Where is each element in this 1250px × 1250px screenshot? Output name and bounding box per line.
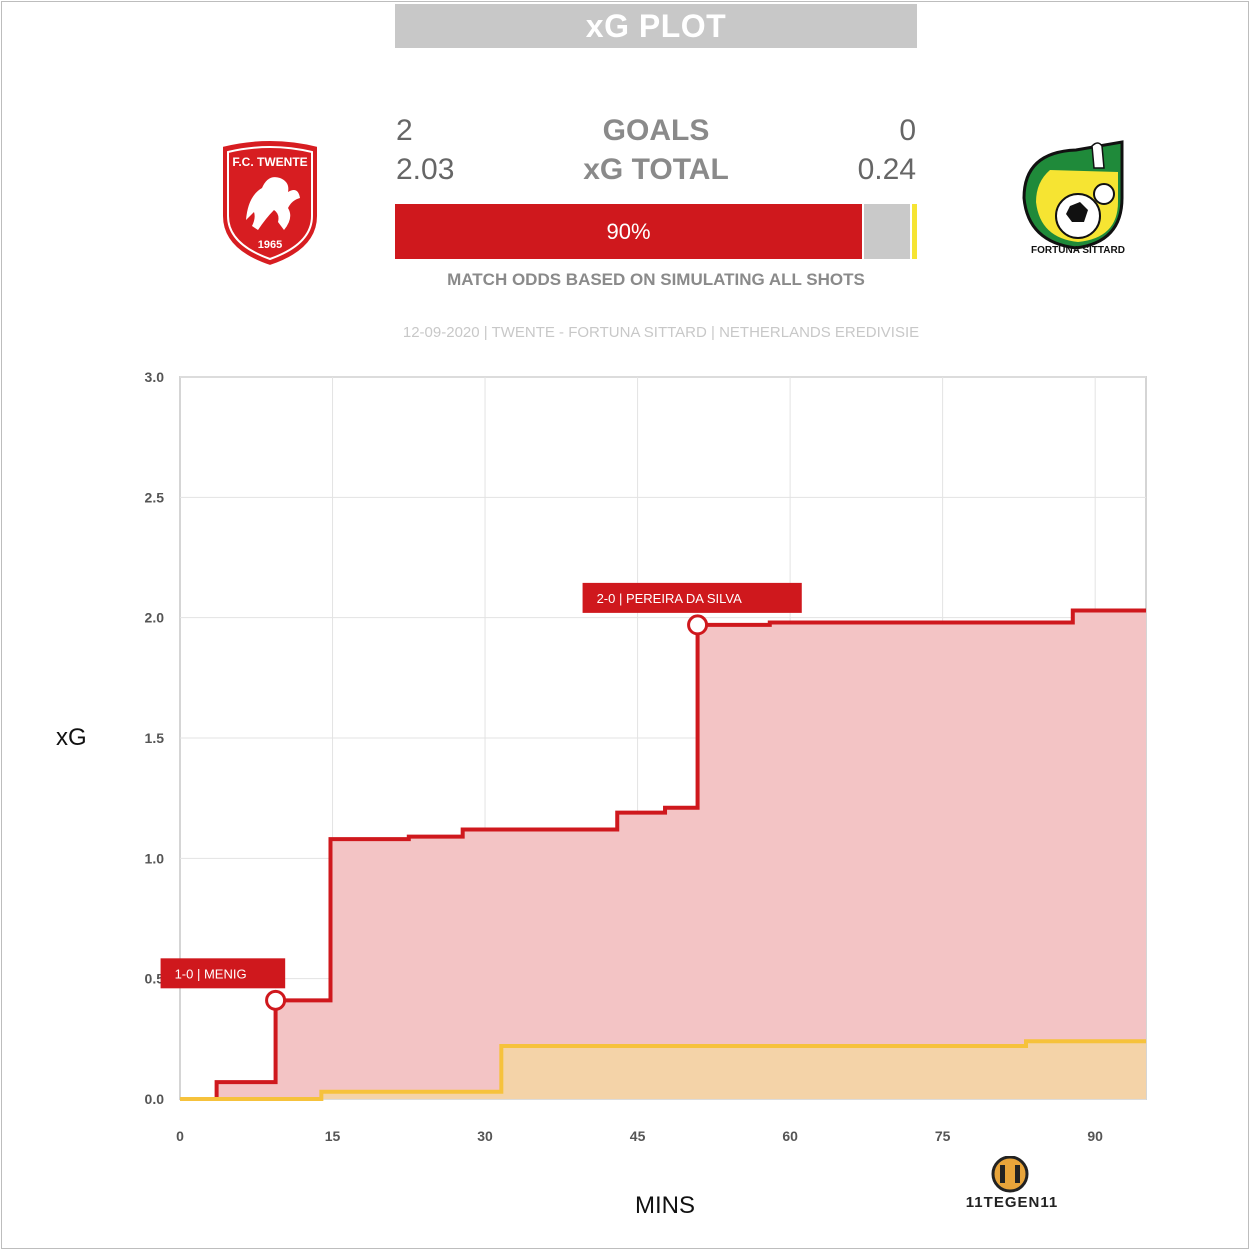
series-fill-1 [180,1041,1146,1099]
brand-logo-text: 11TEGEN11 [965,1194,1059,1211]
series-line-0 [180,608,1146,1101]
y-tick-label: 1.0 [145,850,165,866]
brand-logo-mark [991,1156,1029,1193]
match-odds-bar: 90% [395,204,917,259]
home-xg-total: 2.03 [396,153,455,186]
goal-annotation-label: 1-0 | MENIG [175,966,247,981]
y-tick-label: 1.5 [145,730,165,746]
x-tick-label: 15 [325,1128,341,1144]
series-fill-0 [180,610,1146,1099]
home-goals: 2 [396,114,413,147]
goal-annotation-label: 2-0 | PEREIRA DA SILVA [597,591,743,606]
away-team-crest: FORTUNA SITTARD [1022,140,1125,256]
y-tick-label: 0.5 [145,971,165,987]
series-line-1 [180,1039,1146,1101]
away-xg-total: 0.24 [857,153,916,186]
goal-marker [265,989,287,1011]
goal-annotation-box [160,958,286,989]
home-crest-name: F.C. TWENTE [232,155,307,169]
xg-total-label: xG TOTAL [583,153,729,186]
away-crest-name: FORTUNA SITTARD [1031,245,1125,256]
chart-lines [179,608,1147,1101]
odds-draw-segment [864,204,910,259]
odds-note: MATCH ODDS BASED ON SIMULATING ALL SHOTS [447,270,865,289]
x-tick-label: 90 [1087,1128,1103,1144]
away-goals: 0 [899,114,916,147]
brand-logo: 11TEGEN11 [962,1156,1062,1216]
y-tick-label: 3.0 [145,369,165,385]
x-axis-title: MINS [635,1192,695,1219]
page-title: xG PLOT [395,4,917,48]
x-tick-label: 0 [176,1128,184,1144]
chart-fills [180,610,1146,1099]
y-tick-label: 0.0 [145,1091,165,1107]
goal-marker [687,614,709,636]
goal-annotation-box [582,582,802,613]
chart-annotations: 1-0 | MENIG 2-0 | PEREIRA DA SILVA [160,582,802,1011]
odds-away-segment [912,204,917,259]
y-axis-title: xG [56,724,87,751]
home-crest-year: 1965 [258,239,282,251]
y-tick-label: 2.5 [145,489,165,505]
chart-ticks: 0.0 0.5 1.0 1.5 2.0 2.5 3.0 0 15 30 45 60 75 90 [145,369,1104,1144]
x-tick-label: 45 [630,1128,646,1144]
odds-home-segment: 90% [395,204,862,259]
y-tick-label: 2.0 [145,610,165,626]
x-tick-label: 30 [477,1128,493,1144]
x-tick-label: 60 [782,1128,798,1144]
home-team-crest: F.C. TWENTE 1965 [221,139,319,268]
goals-label: GOALS [602,114,710,147]
x-tick-label: 75 [935,1128,951,1144]
match-info: 12-09-2020 | TWENTE - FORTUNA SITTARD | … [402,324,920,341]
